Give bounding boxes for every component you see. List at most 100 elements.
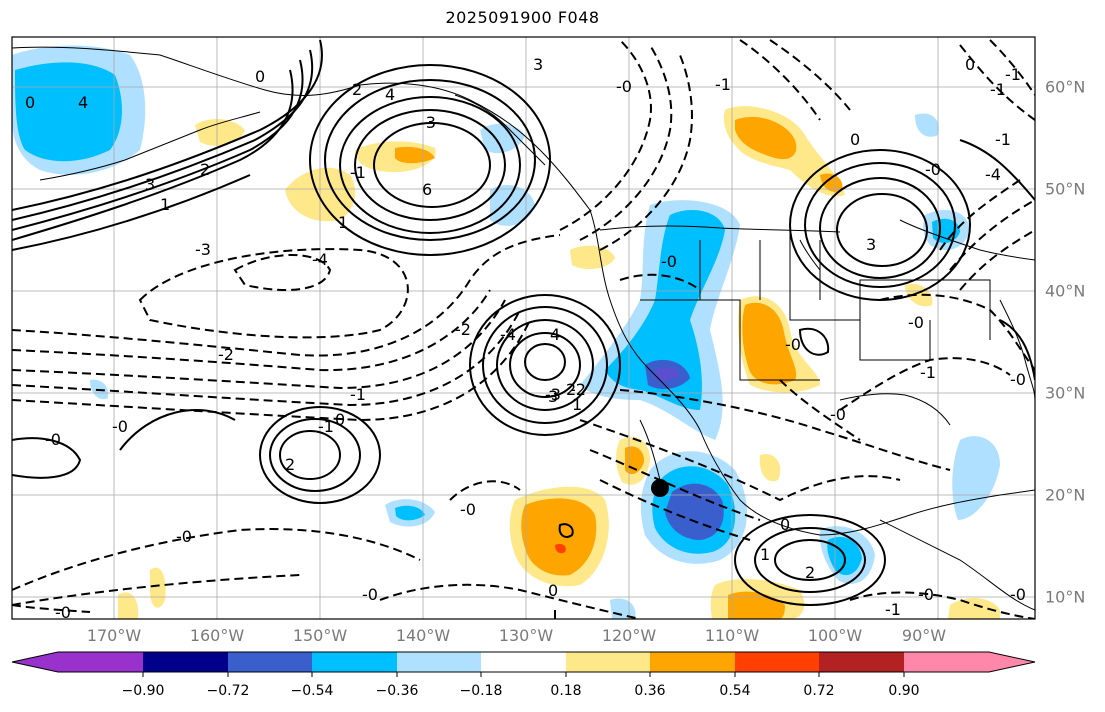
- latitude-label: 20°N: [1045, 485, 1086, 505]
- longitude-label: 170°W: [86, 626, 142, 645]
- contour-label: 4: [550, 325, 560, 344]
- contour-label: 3: [548, 387, 558, 406]
- contour-label: 3: [866, 235, 876, 254]
- colorbar-tick-label: 0.54: [719, 683, 751, 699]
- colorbar-segment: [228, 652, 312, 672]
- contour-label: 2: [566, 380, 576, 399]
- contour-label: -4: [500, 325, 516, 344]
- contour-label: -2: [455, 320, 471, 339]
- contour-label: -0: [616, 77, 632, 96]
- colorbar-segment: [58, 652, 143, 672]
- graticule: [12, 37, 1035, 619]
- contour-label: -0: [45, 430, 61, 449]
- contour-label: -3: [195, 240, 211, 259]
- latitude-label: 50°N: [1045, 179, 1086, 199]
- contour-label: -0: [830, 405, 846, 424]
- contour-label: -1: [885, 600, 901, 619]
- contour-label: 2: [805, 563, 815, 582]
- colorbar-segment: [735, 652, 819, 672]
- longitude-label: 90°W: [901, 626, 947, 645]
- contour-label: -4: [985, 165, 1001, 184]
- latitude-label: 40°N: [1045, 281, 1086, 301]
- contour-label: -1: [350, 385, 366, 404]
- positive-contours: [12, 39, 1035, 619]
- contour-label: -2: [218, 345, 234, 364]
- longitude-label: 140°W: [395, 626, 451, 645]
- negative-contours: [12, 39, 1035, 619]
- colorbar-tick-label: 0.36: [634, 683, 666, 699]
- longitude-label: 120°W: [601, 626, 657, 645]
- map-frame: [11, 36, 1036, 620]
- contour-label: 1: [160, 195, 170, 214]
- latitude-label: 30°N: [1045, 383, 1086, 403]
- colorbar-segment: [143, 652, 228, 672]
- contour-label: 0: [780, 515, 790, 534]
- colorbar-tick-label: 0.72: [803, 683, 835, 699]
- contour-label: 6: [422, 180, 432, 199]
- contour-label: -0: [661, 252, 677, 271]
- colorbar-tick-label: −0.90: [121, 683, 165, 699]
- contour-label: 2: [352, 80, 362, 99]
- contour-label: 0: [850, 130, 860, 149]
- contour-label: -3: [545, 385, 561, 404]
- contour-label: 1: [572, 395, 582, 414]
- contour-label: 3: [533, 55, 543, 74]
- longitude-label: 100°W: [807, 626, 863, 645]
- longitude-label: 110°W: [704, 626, 760, 645]
- colorbar-extend-high: [989, 652, 1035, 672]
- contour-label: 4: [385, 85, 395, 104]
- contour-label: 0: [25, 93, 35, 112]
- contour-label: 0: [335, 410, 345, 429]
- longitude-label: 150°W: [292, 626, 348, 645]
- contour-label: -0: [176, 527, 192, 546]
- contour-label: 0: [255, 67, 265, 86]
- colorbar-segment: [397, 652, 481, 672]
- colorbar-segment: [819, 652, 904, 672]
- contour-label: 4: [78, 93, 88, 112]
- contour-label: -0: [1010, 370, 1026, 389]
- colorbar-tick-label: −0.54: [290, 683, 334, 699]
- contour-label-group: 0 4 3 2 1 0 2 3 -4 -3 -2 -1 6 4 1 -3 -1 …: [25, 55, 1026, 622]
- contour-label: -3: [420, 113, 436, 132]
- map-title: 2025091900 F048: [445, 8, 600, 27]
- contour-label: 2: [285, 455, 295, 474]
- contour-label: -0: [908, 313, 924, 332]
- contour-label: -1: [350, 163, 366, 182]
- longitude-label: 130°W: [498, 626, 554, 645]
- contour-label: -1: [318, 417, 334, 436]
- contour-label: -0: [112, 417, 128, 436]
- colorbar-segment: [566, 652, 650, 672]
- contour-label: -4: [312, 250, 328, 269]
- latitude-label: 10°N: [1045, 587, 1086, 607]
- contour-label: -0: [1010, 585, 1026, 604]
- contour-label: 0: [965, 55, 975, 74]
- colorbar-tick-label: −0.72: [206, 683, 250, 699]
- contour-label: -0: [55, 603, 71, 622]
- latitude-label: 60°N: [1045, 77, 1086, 97]
- anomaly-shading: [12, 45, 1000, 619]
- contour-label: -2: [570, 380, 586, 399]
- contour-label: 2: [200, 160, 210, 179]
- contour-label: -1: [920, 363, 936, 382]
- colorbar-extend-low: [12, 652, 58, 672]
- contour-label: 1: [760, 545, 770, 564]
- typhoon-marker: [651, 479, 669, 497]
- colorbar-ticks: [142, 672, 905, 677]
- colorbar: [11, 651, 1036, 677]
- contour-label: -1: [1005, 65, 1021, 84]
- contour-label: -0: [925, 160, 941, 179]
- contour-label: 3: [145, 175, 155, 194]
- colorbar-tick-label: −0.36: [375, 683, 419, 699]
- colorbar-segment: [904, 652, 989, 672]
- contour-label: 1: [338, 213, 348, 232]
- colorbar-tick-label: 0.18: [550, 683, 582, 699]
- longitude-label: 160°W: [189, 626, 245, 645]
- contour-label: -0: [362, 585, 378, 604]
- contour-label: 0: [548, 581, 558, 600]
- contour-label: -1: [995, 130, 1011, 149]
- contour-label: -1: [715, 75, 731, 94]
- contour-label: -0: [785, 335, 801, 354]
- contour-label: -1: [990, 80, 1006, 99]
- contour-label: -0: [460, 500, 476, 519]
